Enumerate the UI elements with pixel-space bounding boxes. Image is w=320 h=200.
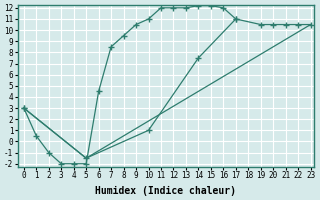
X-axis label: Humidex (Indice chaleur): Humidex (Indice chaleur) — [95, 186, 236, 196]
